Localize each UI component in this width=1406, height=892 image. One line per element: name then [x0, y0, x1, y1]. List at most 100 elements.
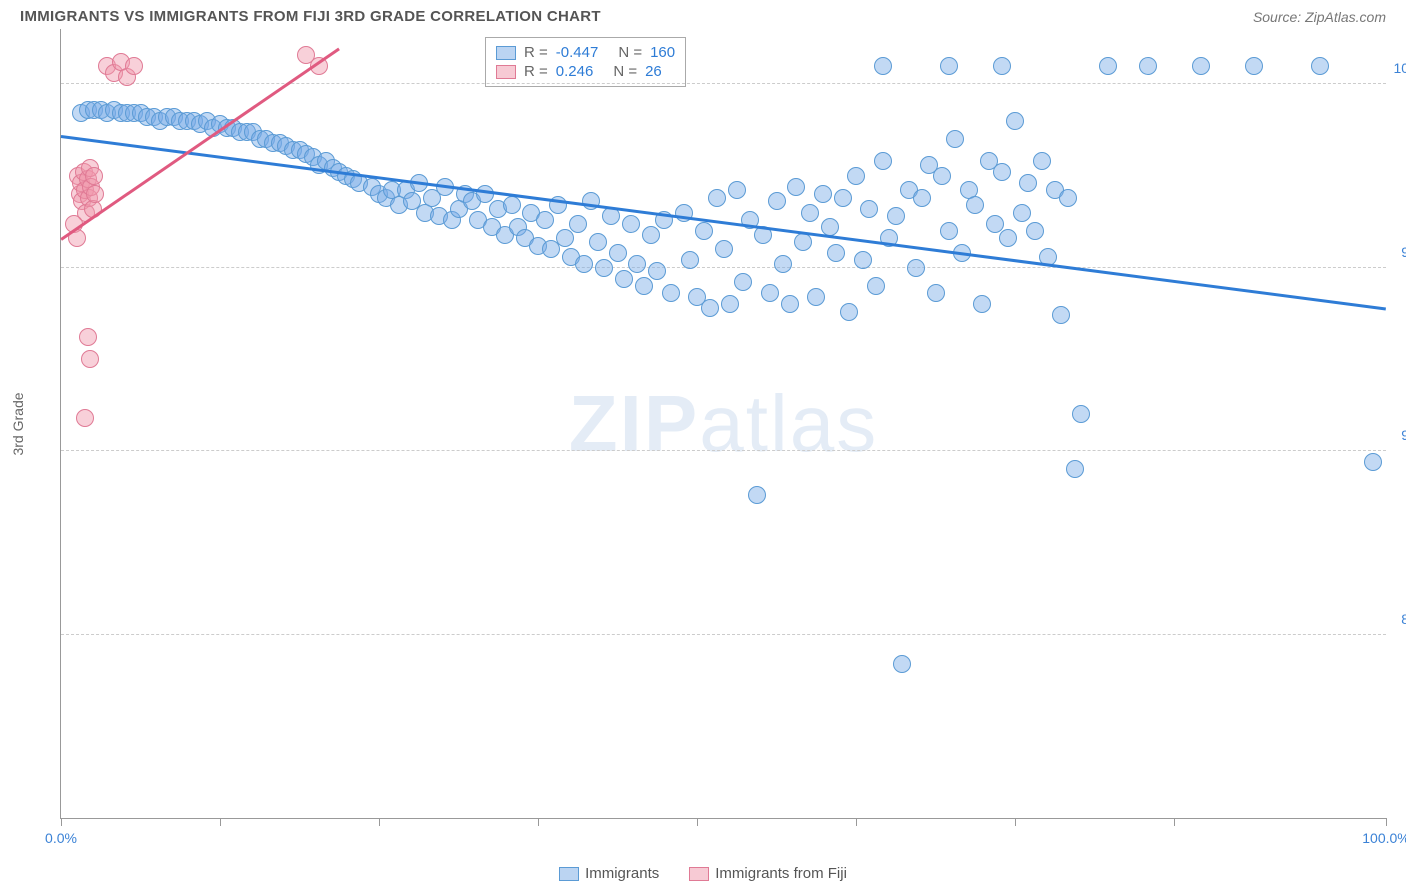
data-point — [589, 233, 607, 251]
y-tick-label: 90.0% — [1401, 427, 1406, 443]
r-value: -0.447 — [556, 44, 599, 61]
data-point — [701, 299, 719, 317]
data-point — [1066, 460, 1084, 478]
data-point — [628, 255, 646, 273]
data-point — [986, 215, 1004, 233]
legend-swatch — [689, 867, 709, 881]
n-label: N = — [613, 63, 637, 80]
y-axis-label: 3rd Grade — [10, 392, 26, 455]
data-point — [728, 181, 746, 199]
data-point — [781, 295, 799, 313]
r-label: R = — [524, 63, 548, 80]
data-point — [913, 189, 931, 207]
legend-swatch — [496, 46, 516, 60]
data-point — [734, 273, 752, 291]
data-point — [1026, 222, 1044, 240]
data-point — [794, 233, 812, 251]
x-tick — [1174, 818, 1175, 826]
data-point — [854, 251, 872, 269]
x-tick-label: 0.0% — [45, 830, 77, 846]
n-value: 26 — [645, 63, 662, 80]
data-point — [695, 222, 713, 240]
data-point — [681, 251, 699, 269]
data-point — [1364, 453, 1382, 471]
data-point — [807, 288, 825, 306]
data-point — [81, 350, 99, 368]
gridline — [61, 450, 1386, 451]
data-point — [582, 192, 600, 210]
source-label: Source: ZipAtlas.com — [1253, 9, 1386, 25]
data-point — [86, 185, 104, 203]
r-label: R = — [524, 44, 548, 61]
data-point — [946, 130, 964, 148]
data-point — [575, 255, 593, 273]
x-tick — [1015, 818, 1016, 826]
data-point — [1311, 57, 1329, 75]
data-point — [940, 57, 958, 75]
data-point — [609, 244, 627, 262]
data-point — [125, 57, 143, 75]
data-point — [940, 222, 958, 240]
data-point — [721, 295, 739, 313]
data-point — [85, 167, 103, 185]
data-point — [503, 196, 521, 214]
chart-title: IMMIGRANTS VS IMMIGRANTS FROM FIJI 3RD G… — [20, 8, 601, 25]
y-tick-label: 100.0% — [1394, 60, 1406, 76]
data-point — [840, 303, 858, 321]
x-tick — [1386, 818, 1387, 826]
x-tick — [697, 818, 698, 826]
gridline — [61, 634, 1386, 635]
legend-label: Immigrants from Fiji — [715, 865, 847, 882]
data-point — [1006, 112, 1024, 130]
data-point — [662, 284, 680, 302]
stats-row: R =0.246N =26 — [496, 63, 675, 80]
data-point — [1245, 57, 1263, 75]
data-point — [867, 277, 885, 295]
data-point — [993, 163, 1011, 181]
stats-legend-box: R =-0.447N =160R =0.246N =26 — [485, 37, 686, 87]
y-tick-label: 95.0% — [1401, 244, 1406, 260]
gridline — [61, 83, 1386, 84]
data-point — [768, 192, 786, 210]
n-label: N = — [618, 44, 642, 61]
data-point — [927, 284, 945, 302]
data-point — [476, 185, 494, 203]
x-tick — [856, 818, 857, 826]
data-point — [907, 259, 925, 277]
x-tick — [61, 818, 62, 826]
legend-item: Immigrants — [559, 865, 659, 882]
data-point — [79, 328, 97, 346]
data-point — [1019, 174, 1037, 192]
data-point — [801, 204, 819, 222]
data-point — [1099, 57, 1117, 75]
data-point — [1072, 405, 1090, 423]
data-point — [569, 215, 587, 233]
y-tick-label: 85.0% — [1401, 611, 1406, 627]
data-point — [748, 486, 766, 504]
data-point — [595, 259, 613, 277]
data-point — [715, 240, 733, 258]
x-tick — [379, 818, 380, 826]
chart-area: 3rd Grade ZIPatlas R =-0.447N =160R =0.2… — [60, 29, 1386, 819]
data-point — [814, 185, 832, 203]
data-point — [635, 277, 653, 295]
trend-line — [61, 135, 1386, 310]
data-point — [708, 189, 726, 207]
data-point — [1033, 152, 1051, 170]
data-point — [1052, 306, 1070, 324]
data-point — [761, 284, 779, 302]
data-point — [874, 152, 892, 170]
data-point — [1192, 57, 1210, 75]
x-tick — [220, 818, 221, 826]
data-point — [999, 229, 1017, 247]
plot-region: ZIPatlas R =-0.447N =160R =0.246N =26 85… — [60, 29, 1386, 819]
legend-swatch — [496, 65, 516, 79]
data-point — [556, 229, 574, 247]
data-point — [622, 215, 640, 233]
legend-swatch — [559, 867, 579, 881]
legend-label: Immigrants — [585, 865, 659, 882]
data-point — [933, 167, 951, 185]
data-point — [774, 255, 792, 273]
data-point — [1139, 57, 1157, 75]
stats-row: R =-0.447N =160 — [496, 44, 675, 61]
